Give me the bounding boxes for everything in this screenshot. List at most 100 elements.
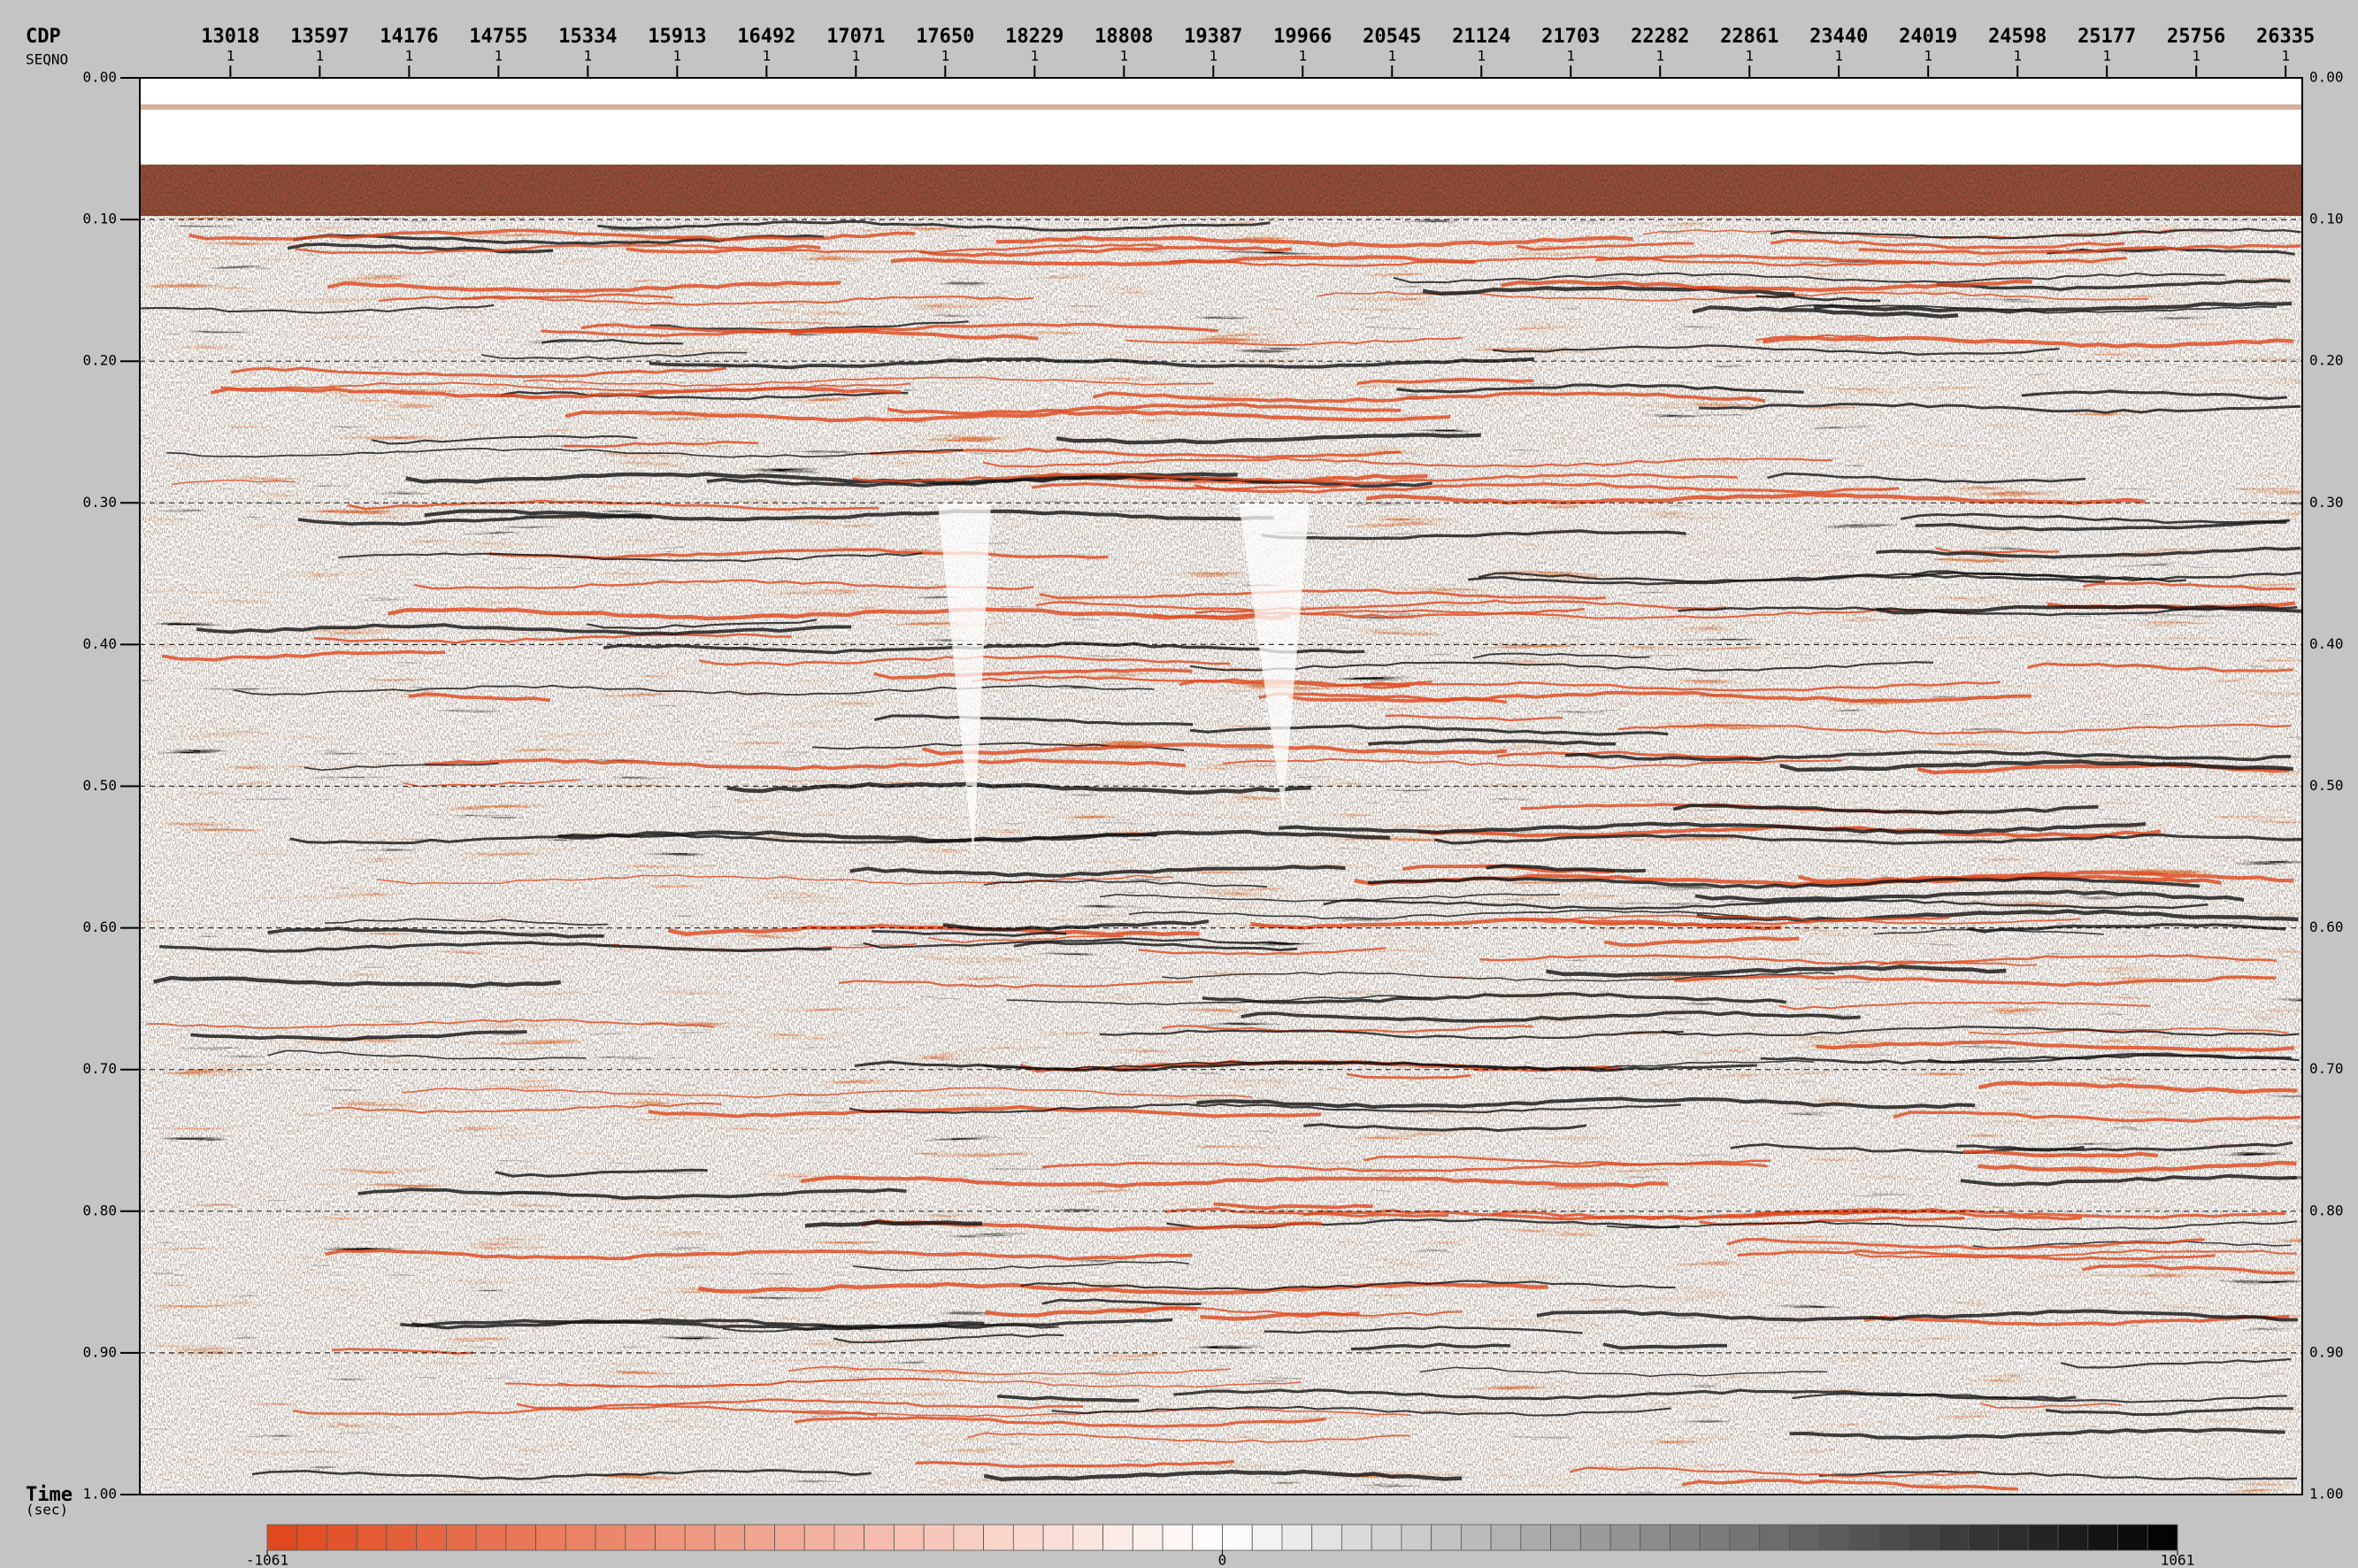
x2-tick-label: 1 [1119, 48, 1128, 65]
x-tick-label: 16492 [737, 26, 795, 48]
x2-tick-label: 1 [1924, 48, 1932, 65]
x-tick-label: 22282 [1631, 26, 1689, 48]
x-tick-label: 19966 [1273, 26, 1332, 48]
colorbar-cell [1909, 1525, 1939, 1550]
y-tick-label: 0.60 [82, 919, 117, 935]
x2-tick-label: 1 [1566, 48, 1575, 65]
colorbar-cell [1371, 1525, 1402, 1550]
colorbar-cell [924, 1525, 954, 1550]
x-tick-label: 24019 [1899, 26, 1957, 48]
colorbar-cell [595, 1525, 626, 1550]
x2-tick-label: 1 [2102, 48, 2111, 65]
colorbar-tick-label: 1061 [2161, 1552, 2195, 1568]
y-tick-label-right: 0.80 [2309, 1202, 2344, 1218]
y-tick-label: 0.90 [82, 1343, 117, 1360]
y-tick-label-right: 0.70 [2309, 1060, 2344, 1077]
x-tick-label: 21703 [1541, 26, 1600, 48]
y-tick-label: 0.50 [82, 777, 117, 794]
colorbar-cell [387, 1525, 417, 1550]
x2-tick-label: 1 [851, 48, 860, 65]
x2-tick-label: 1 [1030, 48, 1039, 65]
x-tick-label: 14755 [469, 26, 527, 48]
colorbar-cell [1999, 1525, 2029, 1550]
x-tick-label: 14176 [380, 26, 438, 48]
colorbar-cell [1819, 1525, 1849, 1550]
colorbar-cell [1043, 1525, 1073, 1550]
colorbar-cell [506, 1525, 536, 1550]
colorbar-cell [476, 1525, 506, 1550]
seismic-speckle [140, 211, 2302, 1495]
x2-tick-label: 1 [2013, 48, 2022, 65]
page: CDP SEQNO Time (sec) 1301813597141761475… [0, 0, 2358, 1568]
colorbar-cell [1789, 1525, 1819, 1550]
colorbar-cell [656, 1525, 686, 1550]
x-tick-label: 13597 [290, 26, 349, 48]
x-tick-label: 18229 [1005, 26, 1064, 48]
x2-tick-label: 1 [495, 48, 503, 65]
y-tick-label-right: 1.00 [2309, 1486, 2344, 1503]
colorbar-cell [1312, 1525, 1342, 1550]
colorbar-cell [864, 1525, 895, 1550]
y-tick-label: 0.70 [82, 1060, 117, 1077]
colorbar-cell [1491, 1525, 1521, 1550]
y-tick-label-right: 0.10 [2309, 211, 2344, 227]
y-tick-label: 0.80 [82, 1202, 117, 1218]
colorbar-cell [326, 1525, 357, 1550]
x2-tick-label: 1 [1655, 48, 1664, 65]
colorbar-tick-label: -1061 [246, 1552, 288, 1568]
colorbar-cell [417, 1525, 447, 1550]
x-tick-label: 26335 [2256, 26, 2315, 48]
x2-tick-label: 1 [1745, 48, 1754, 65]
colorbar-cell [1969, 1525, 1999, 1550]
colorbar-cell [1580, 1525, 1610, 1550]
colorbar-cell [1551, 1525, 1581, 1550]
colorbar-cell [1103, 1525, 1133, 1550]
x-tick-label: 13018 [201, 26, 259, 48]
colorbar-cell [715, 1525, 745, 1550]
surface-noise [140, 104, 2302, 110]
colorbar-cell [1341, 1525, 1371, 1550]
x2-tick-label: 1 [941, 48, 949, 65]
x-tick-label: 17650 [916, 26, 974, 48]
x2-tick-label: 1 [763, 48, 772, 65]
colorbar-cell [1432, 1525, 1462, 1550]
colorbar-cell [2028, 1525, 2058, 1550]
colorbar-cell [1640, 1525, 1671, 1550]
colorbar-cell [1193, 1525, 1223, 1550]
y-tick-label: 0.30 [82, 494, 117, 511]
colorbar-cell [2058, 1525, 2088, 1550]
seabed-speckle [140, 165, 2302, 216]
colorbar-cell [1223, 1525, 1253, 1550]
colorbar-cell [1073, 1525, 1103, 1550]
colorbar-cell [804, 1525, 834, 1550]
colorbar-cell [984, 1525, 1014, 1550]
colorbar-cell [446, 1525, 476, 1550]
colorbar-cell [834, 1525, 864, 1550]
x2-tick-label: 1 [2192, 48, 2201, 65]
y-axis-unit: (sec) [26, 1502, 68, 1518]
x2-tick-label: 1 [1477, 48, 1486, 65]
chart: CDP SEQNO Time (sec) 1301813597141761475… [0, 0, 2358, 1568]
colorbar-cell [1521, 1525, 1551, 1550]
y-tick-label: 0.40 [82, 635, 117, 652]
x2-tick-label: 1 [316, 48, 325, 65]
colorbar-cell [1610, 1525, 1640, 1550]
colorbar-cell [267, 1525, 297, 1550]
x-tick-label: 21124 [1452, 26, 1510, 48]
colorbar-cell [536, 1525, 566, 1550]
y-tick-label-right: 0.30 [2309, 494, 2344, 511]
y-tick-label: 0.00 [82, 69, 117, 86]
x2-axis-label: SEQNO [26, 51, 68, 68]
colorbar-cell [1013, 1525, 1043, 1550]
water-column [140, 78, 2302, 166]
colorbar-cell [894, 1525, 924, 1550]
y-tick-label: 0.20 [82, 352, 117, 369]
x-tick-label: 23440 [1809, 26, 1868, 48]
colorbar-tick-label: 0 [1218, 1552, 1227, 1568]
x2-tick-label: 1 [227, 48, 235, 65]
colorbar-cell [745, 1525, 775, 1550]
x-tick-label: 20545 [1363, 26, 1421, 48]
y-tick-label-right: 0.90 [2309, 1343, 2344, 1360]
y-tick-label-right: 0.60 [2309, 919, 2344, 935]
colorbar-cell [1402, 1525, 1432, 1550]
